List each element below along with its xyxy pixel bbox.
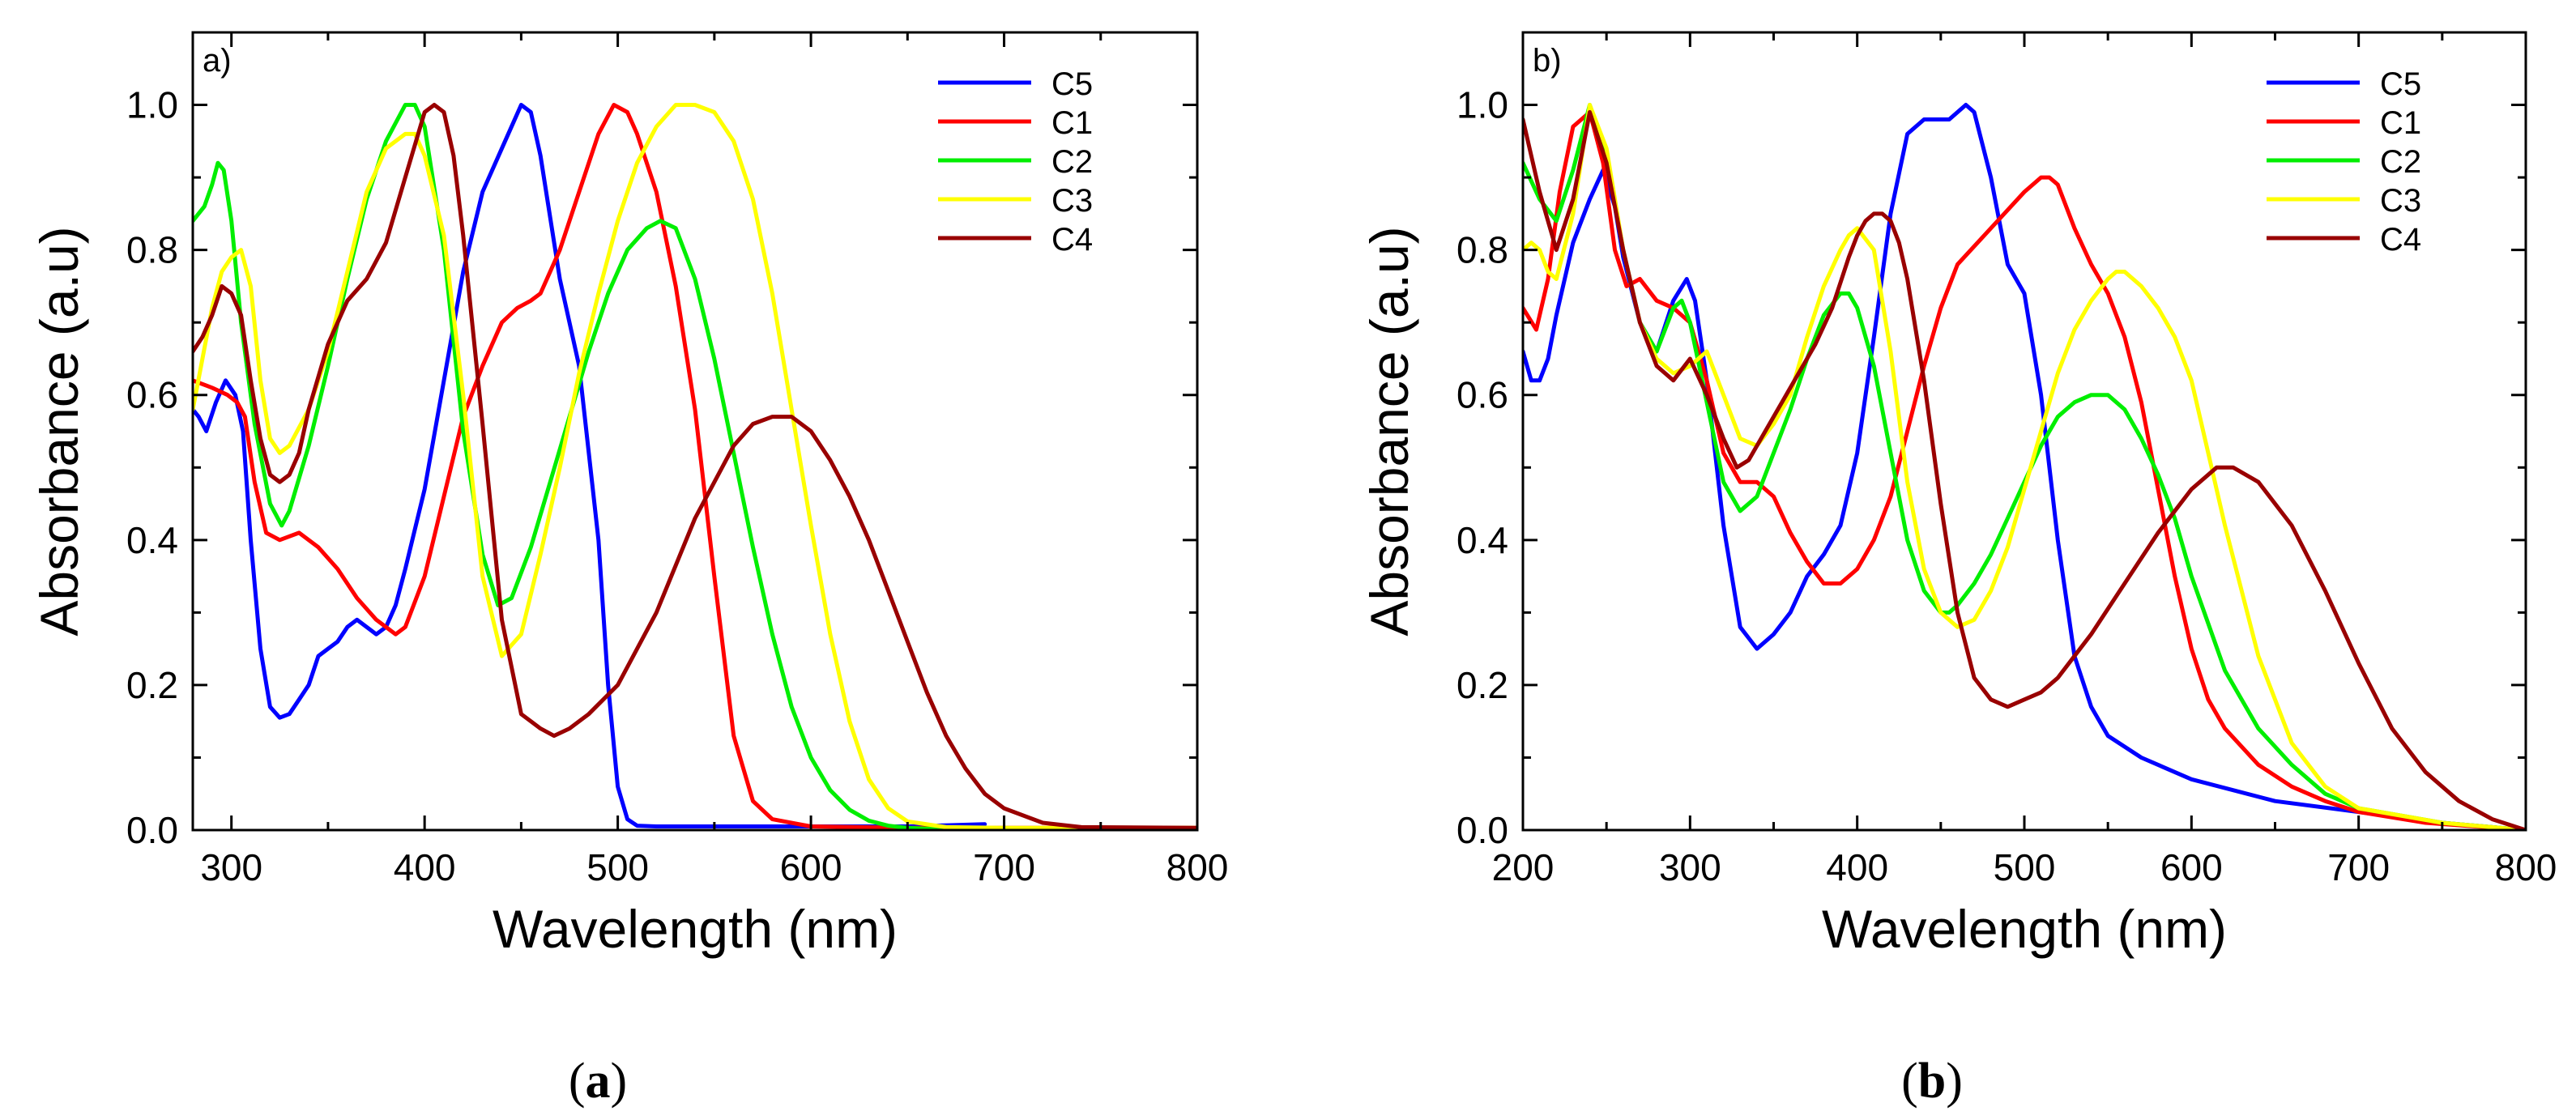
panel-a-series-c5 [193, 103, 987, 828]
panel-b-caption-open: ( [1901, 1054, 1918, 1109]
panel-a-axes-frame [191, 31, 1199, 832]
panel-a-caption: (a) [569, 1054, 627, 1109]
panel-b-y-tick-label: 0.4 [1456, 519, 1508, 561]
panel-a: 300 400 500 600 700 800 0.0 0.2 0.4 0.6 0.8 1.0 C5C1… [29, 31, 1229, 1109]
panel-b-series-c1 [1523, 110, 2526, 830]
panel-b-x-tick-label: 400 [1826, 846, 1888, 888]
panel-a-x-tick-label: 400 [394, 846, 456, 888]
panel-a-y-tick-label: 0.2 [126, 664, 178, 706]
panel-a-legend-label-c3: C3 [1051, 183, 1093, 219]
panel-b-y-tick-label: 0.6 [1456, 374, 1508, 416]
panel-a-x-tick-label: 600 [780, 846, 842, 888]
panel-a-x-tick-label: 800 [1166, 846, 1229, 888]
panel-a-series-c1 [193, 103, 1197, 830]
panel-b-plot-layer: 200 300 400 500 600 700 800 0.0 0.2 0.4 0.6 0.8 1.0 C… [1456, 31, 2557, 888]
panel-a-label: a) [203, 43, 232, 79]
panel-a-y-tick-label: 0.6 [126, 374, 178, 416]
panel-b-series-c4 [1523, 110, 2526, 830]
panel-a-y-tick-label: 0.0 [126, 809, 178, 851]
panel-a-series-c4 [193, 103, 1197, 830]
panel-b: 200 300 400 500 600 700 800 0.0 0.2 0.4 0.6 0.8 1.0 C… [1359, 31, 2557, 1109]
panel-b-label: b) [1533, 43, 1562, 79]
panel-a-x-tick-label: 300 [200, 846, 262, 888]
panel-b-y-tick-label: 0.8 [1456, 229, 1508, 271]
panel-b-x-axis-label: Wavelength (nm) [1822, 899, 2227, 959]
panel-b-legend-label-c4: C4 [2380, 222, 2421, 258]
panel-a-plot-layer: 300 400 500 600 700 800 0.0 0.2 0.4 0.6 0.8 1.0 C5C1… [126, 31, 1229, 888]
panel-b-legend-label-c2: C2 [2380, 144, 2421, 180]
panel-b-x-tick-label: 300 [1659, 846, 1721, 888]
panel-b-y-tick-label: 0.0 [1456, 809, 1508, 851]
panel-a-legend-label-c1: C1 [1051, 105, 1093, 141]
panel-b-x-tick-label: 600 [2160, 846, 2223, 888]
panel-b-legend-label-c1: C1 [2380, 105, 2421, 141]
panel-a-y-tick-label: 0.4 [126, 519, 178, 561]
panel-b-caption: (b) [1901, 1054, 1963, 1109]
panel-b-y-tick-label: 1.0 [1456, 84, 1508, 126]
panel-a-y-tick-label: 0.8 [126, 229, 178, 271]
panel-b-y-tick-label: 0.2 [1456, 664, 1508, 706]
panel-b-legend-label-c3: C3 [2380, 183, 2421, 219]
panel-b-x-tick-label: 500 [1994, 846, 2056, 888]
panel-b-x-tick-label: 700 [2327, 846, 2390, 888]
panel-a-caption-close: ) [611, 1054, 628, 1109]
panel-a-legend-label-c4: C4 [1051, 222, 1093, 258]
panel-a-series-c3 [193, 103, 1197, 830]
panel-a-caption-open: ( [569, 1054, 586, 1109]
panel-a-series-c2 [193, 103, 1197, 830]
panel-b-series-group [1523, 103, 2526, 830]
panel-a-x-axis-label: Wavelength (nm) [493, 899, 898, 959]
panel-a-legend-label-c5: C5 [1051, 66, 1093, 102]
panel-a-legend-label-c2: C2 [1051, 144, 1093, 180]
panel-b-x-tick-label: 800 [2495, 846, 2557, 888]
panel-a-series-group [193, 103, 1197, 830]
panel-b-legend-label-c5: C5 [2380, 66, 2421, 102]
panel-b-series-c2 [1523, 103, 2526, 830]
panel-b-x-tick-label: 200 [1492, 846, 1555, 888]
panel-a-y-axis-label: Absorbance (a.u) [29, 226, 89, 636]
panel-a-caption-letter: a [586, 1054, 611, 1109]
panel-a-x-tick-label: 500 [586, 846, 649, 888]
panel-b-caption-letter: b [1918, 1054, 1946, 1109]
panel-b-y-axis-label: Absorbance (a.u) [1359, 226, 1419, 636]
panel-b-caption-close: ) [1946, 1054, 1963, 1109]
panel-a-x-tick-label: 700 [973, 846, 1035, 888]
panel-a-y-tick-label: 1.0 [126, 84, 178, 126]
